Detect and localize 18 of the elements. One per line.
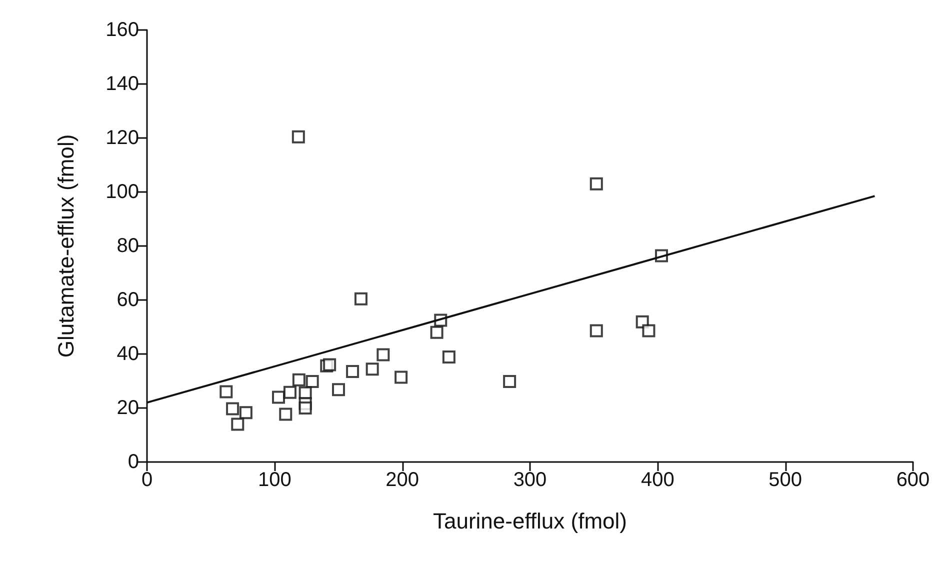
y-tick-label: 120 [106, 127, 139, 149]
x-tick-label: 100 [258, 469, 292, 491]
y-tick-label: 80 [116, 235, 139, 257]
x-tick-label: 200 [386, 469, 420, 491]
x-tick-label: 600 [896, 469, 930, 491]
y-tick-label: 40 [116, 343, 139, 365]
x-tick-label: 400 [640, 469, 674, 491]
x-tick-label: 500 [768, 469, 802, 491]
y-tick-label: 160 [106, 19, 139, 41]
x-tick-label: 300 [513, 469, 547, 491]
y-tick-label: 20 [116, 397, 139, 419]
y-tick-label: 60 [116, 289, 139, 311]
x-axis-title: Taurine-efflux (fmol) [433, 508, 627, 534]
x-tick-label: 0 [141, 469, 153, 491]
y-axis-title: Glutamate-efflux (fmol) [54, 134, 78, 358]
y-tick-label: 140 [106, 73, 139, 95]
y-tick-label: 0 [128, 451, 139, 473]
y-tick-label: 100 [106, 181, 139, 203]
